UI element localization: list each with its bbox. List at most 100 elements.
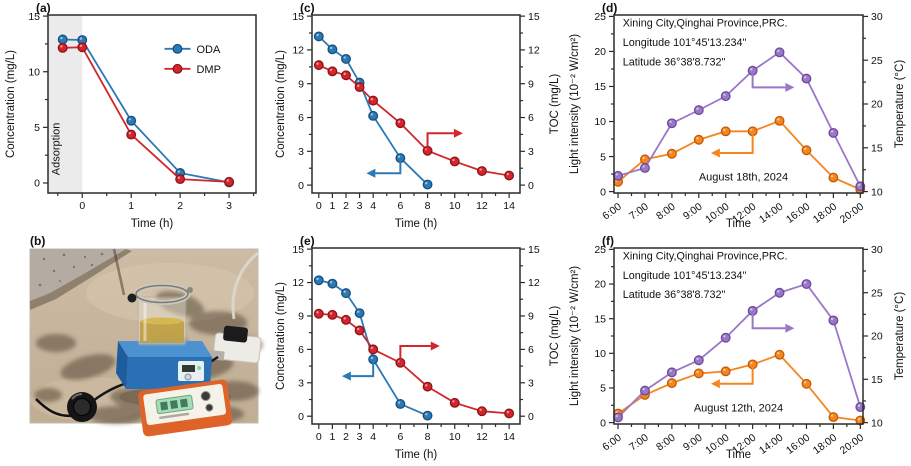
series-Temperature [617,51,862,187]
data-point [693,105,704,116]
data-point [476,166,487,176]
data-point-highlight [370,113,374,116]
y2-tick-label: 15 [528,11,540,23]
data-point-highlight [329,281,333,284]
data-point-highlight [357,310,360,313]
y-tick-label: 3 [298,377,304,389]
data-point [828,412,839,423]
panel-d: 6:00 7:00 8:00 9:00 10:00 12:00 14:00 16:00 18:0… [566,2,909,233]
granite-wall [30,249,126,301]
data-point-highlight [60,45,63,48]
y-tick-label: 9 [298,78,304,90]
data-point [720,91,731,102]
y2-tick-label: 15 [871,374,883,386]
series-Light intensity [617,353,861,422]
data-point [504,408,515,419]
annotation-text: August 18th, 2024 [699,172,788,184]
data-point-highlight [615,173,618,176]
x-tick-label: 10 [449,431,461,443]
x-tick-label: 4 [370,200,376,212]
x-tick-label: 2 [343,431,349,443]
wall-base-shadow [30,249,132,310]
data-point [327,66,338,77]
y-tick-label: 15 [594,313,606,325]
data-point-highlight [79,44,83,48]
meter-button [200,391,211,402]
data-point [666,367,677,378]
y-tick-label: 0 [600,186,606,198]
chart-d-light-temperature: 6:00 7:00 8:00 9:0010:0012:0014:0016:0018:0… [569,2,906,230]
legend: ODA DMP [164,44,221,76]
data-point [774,287,785,298]
data-point-highlight [452,158,455,162]
data-point-highlight [357,79,360,83]
data-point-highlight [316,33,319,37]
y-tick-label: 5 [600,151,606,163]
data-point-highlight [128,118,132,121]
series-TOC [318,312,510,415]
y-tick-label: 0 [34,178,40,190]
data-point-highlight [777,352,780,355]
series-layer [613,47,866,195]
data-point-highlight [857,417,861,421]
y-tick-label: 0 [298,411,304,423]
axis-box [311,14,521,194]
y-axis-label: Light intensity (10⁻² W/cm²) [569,266,581,406]
data-point-highlight [226,179,229,182]
data-point-highlight [750,128,753,132]
data-point-highlight [329,46,333,50]
x-tick-label: 0 [79,200,85,212]
x-tick-label: 3 [226,200,232,212]
x-tick-label: 3 [357,200,363,212]
data-point [395,398,406,409]
data-point [57,42,68,53]
y-tick-label: 3 [298,146,304,158]
data-point [341,288,351,299]
axis-box [311,247,521,425]
x-tick-label: 7:00 [627,432,651,454]
annotation-arrow [751,70,795,92]
data-point-highlight [857,404,861,407]
annotation-arrow [426,128,463,151]
panel-a: 0 1 2 3 0 5 10 15 Time (h) Concentration (mg/L) (a… [2,2,270,233]
data-point-highlight [397,155,401,158]
x-tick-label: 14 [503,431,515,443]
data-point [327,309,338,320]
y-tick-label: 20 [594,46,606,58]
data-point [77,42,88,53]
y-axis-label: Concentration (mg/L) [275,50,287,158]
data-point [341,314,351,325]
y2-tick-label: 12 [528,277,540,289]
chart-a-adsorption-degradation: 0 1 2 3 0 5 10 15 Time (h) Concentration (mg/L) (a… [5,2,257,230]
x-axis-label: Time (h) [131,218,174,230]
data-point-highlight [316,62,319,65]
light-intensity-meter [138,379,233,437]
x-tick-label: 6 [397,431,403,443]
annotation-arrow [710,364,754,389]
data-point-highlight [357,84,360,87]
data-point [693,368,704,379]
x-axis-label: Time [726,449,751,461]
solution-surface [141,317,183,325]
data-point-highlight [343,72,346,76]
data-point-highlight [696,357,699,361]
data-point-highlight [777,290,780,293]
lcd-digit [160,401,169,411]
data-point-highlight [425,384,428,387]
legend-label: DMP [196,64,220,76]
x-tick-label: 14:00 [757,201,785,226]
panel-letter: (f) [602,235,614,248]
y-tick-label: 25 [594,244,606,256]
series-layer [313,31,515,190]
x-tick-label: 20:00 [838,201,866,226]
panel-letter: (e) [300,235,315,248]
data-point-highlight [723,368,726,372]
data-point [395,118,406,129]
stirrer-knob [184,373,192,381]
data-point-highlight [316,277,319,281]
data-point [126,115,137,126]
data-point-highlight [425,413,428,416]
data-point [613,170,623,181]
